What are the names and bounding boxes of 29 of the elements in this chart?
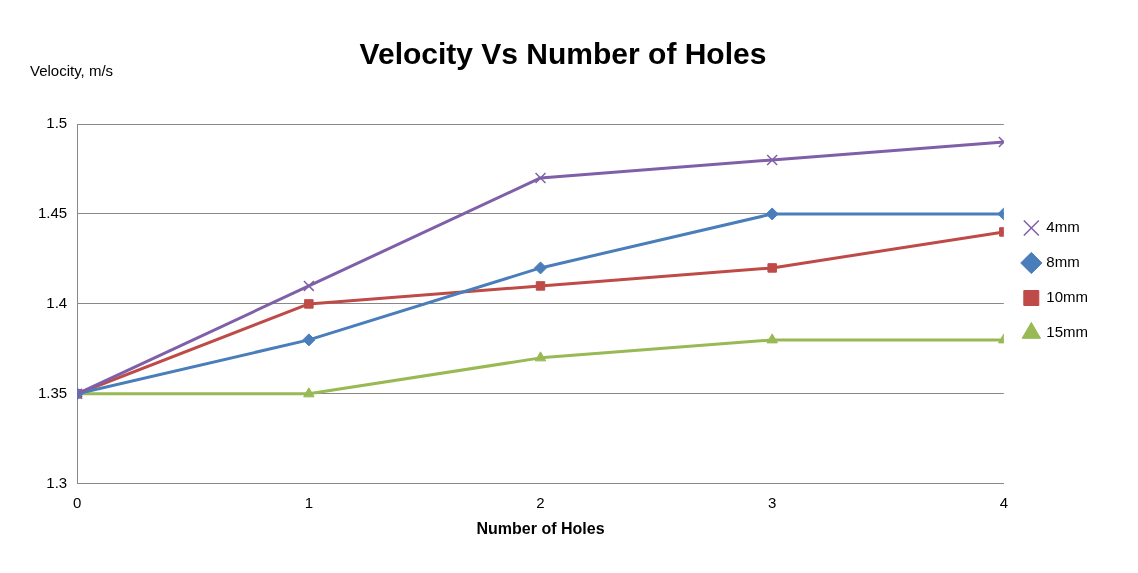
- point: [766, 154, 778, 166]
- legend-label: 10mm: [1046, 288, 1089, 306]
- y-tick-label: 1.5: [46, 114, 68, 132]
- y-tick-label: 1.4: [46, 294, 68, 312]
- y-tick-label: 1.35: [37, 383, 68, 401]
- point: [303, 280, 315, 292]
- legend-label: 15mm: [1046, 323, 1089, 341]
- y-tick-label: 1.3: [46, 473, 68, 491]
- x-tick-label: 1: [304, 493, 314, 511]
- point: [303, 387, 315, 398]
- point: [766, 333, 778, 344]
- legend-label: 4mm: [1046, 218, 1080, 236]
- point: [534, 172, 547, 184]
- chart-title: Velocity Vs Number of Holes: [359, 37, 767, 71]
- x-tick-label: 3: [768, 493, 777, 511]
- legend-label: 8mm: [1046, 253, 1080, 271]
- point: [534, 351, 547, 362]
- point: [534, 261, 548, 275]
- x-tick-label: 2: [536, 493, 545, 511]
- point: [302, 333, 316, 347]
- y-tick-label: 1.45: [37, 204, 68, 222]
- point: [304, 299, 314, 309]
- x-tick-label: 0: [73, 493, 82, 511]
- point: [765, 207, 779, 221]
- point: [767, 263, 777, 273]
- y-axis-title: Velocity, m/s: [30, 61, 114, 79]
- x-axis-title: Number of Holes: [476, 519, 605, 537]
- point: [535, 281, 546, 291]
- x-tick-label: 4: [999, 493, 1008, 511]
